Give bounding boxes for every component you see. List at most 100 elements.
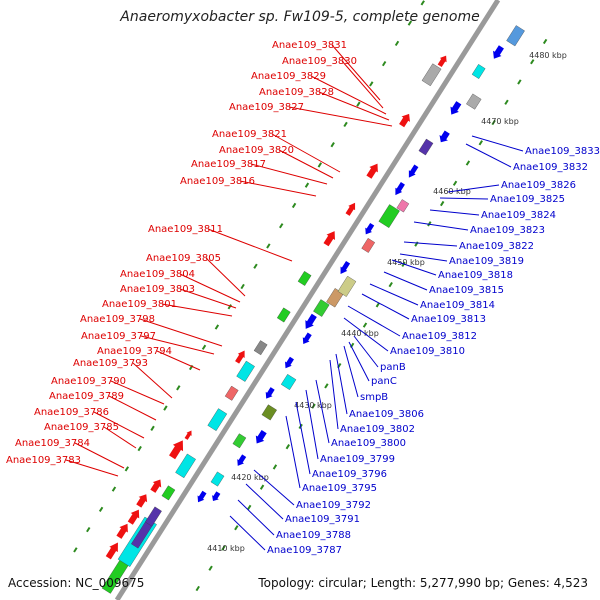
tick-mark	[517, 79, 522, 85]
gene-arrow	[450, 101, 462, 115]
forward-gene-label: Anae109_3828	[259, 87, 334, 98]
gene-box	[232, 433, 247, 449]
reverse-gene-label: Anae109_3818	[438, 270, 513, 281]
gene-arrow	[345, 202, 356, 216]
leader-line	[383, 271, 428, 291]
forward-gene-label: Anae109_3804	[120, 269, 195, 280]
gene-box	[471, 64, 486, 79]
tick-mark	[317, 162, 323, 168]
forward-gene-label: Anae109_3789	[49, 391, 124, 402]
forward-gene-label: Anae109_3821	[212, 129, 287, 140]
gene-box	[313, 299, 330, 317]
gene-features	[101, 25, 525, 594]
tick-mark	[381, 60, 387, 67]
tick-mark	[465, 160, 471, 166]
leader-line	[413, 221, 469, 231]
leader-line	[465, 143, 512, 168]
reverse-gene-label: Anae109_3788	[276, 530, 351, 541]
gene-box	[276, 307, 291, 323]
kbp-label: 4450 kbp	[387, 258, 425, 267]
backbone-line	[114, 0, 501, 600]
tick-mark	[259, 484, 265, 490]
leader-line	[103, 426, 137, 449]
forward-gene-label: Anae109_3784	[15, 438, 90, 449]
leader-line	[295, 401, 311, 475]
gene-arrow	[437, 55, 447, 68]
gene-box	[421, 63, 442, 87]
reverse-gene-label: Anae109_3826	[501, 180, 576, 191]
gene-arrow	[127, 509, 140, 525]
leader-line	[74, 442, 125, 469]
leader-line	[403, 241, 458, 247]
leader-line	[288, 106, 393, 127]
reverse-gene-label: Anae109_3791	[285, 514, 360, 525]
reverse-gene-label: Anae109_3813	[411, 314, 486, 325]
leader-line	[369, 283, 419, 306]
leader-line	[310, 75, 387, 115]
tick-mark	[324, 383, 329, 389]
forward-gene-label: Anae109_3816	[180, 176, 255, 187]
leader-line	[271, 133, 341, 173]
gene-arrow	[439, 130, 450, 143]
leader-line	[93, 411, 145, 439]
gene-arrow	[340, 260, 351, 275]
tick-mark	[208, 565, 213, 571]
tick-mark	[362, 322, 368, 328]
leader-line	[179, 273, 241, 303]
tick-mark	[234, 525, 239, 531]
gene-box	[253, 340, 268, 356]
leader-line	[343, 317, 389, 352]
reverse-gene-label: Anae109_3815	[429, 285, 504, 296]
tick-mark	[414, 241, 419, 247]
leader-line	[132, 362, 173, 399]
gene-box	[280, 374, 297, 390]
tick-mark	[407, 20, 413, 26]
gene-arrow	[285, 356, 294, 369]
reverse-gene-label: Anae109_3824	[481, 210, 556, 221]
tick-mark	[176, 385, 181, 391]
tick-mark	[356, 101, 361, 107]
forward-gene-label: Anae109_3783	[6, 455, 81, 466]
gene-box	[466, 93, 482, 110]
leader-line	[331, 44, 381, 101]
reverse-gene-label: Anae109_3810	[390, 346, 465, 357]
reverse-gene-label: Anae109_3796	[312, 469, 387, 480]
gene-arrow	[302, 332, 312, 344]
gene-box	[418, 138, 434, 156]
gene-arrow	[136, 494, 148, 508]
gene-box	[378, 204, 400, 228]
tick-mark	[420, 0, 425, 6]
forward-gene-label: Anae109_3786	[34, 407, 109, 418]
leader-line	[239, 180, 317, 197]
gene-box	[297, 271, 312, 286]
leader-line	[253, 469, 295, 506]
gene-arrow	[105, 542, 118, 560]
leader-line	[318, 91, 390, 121]
tick-mark	[86, 526, 91, 533]
leader-line	[156, 350, 201, 371]
forward-gene-label: Anae109_3794	[97, 346, 172, 357]
reverse-gene-label: panC	[371, 376, 397, 387]
kbp-label: 4440 kbp	[341, 329, 379, 338]
reverse-gene-label: Anae109_3795	[302, 483, 377, 494]
tick-mark	[195, 585, 200, 592]
gene-box	[145, 506, 162, 527]
leader-line	[361, 293, 410, 320]
tick-mark	[478, 140, 483, 146]
leader-line	[285, 415, 301, 489]
tick-mark	[266, 243, 271, 249]
forward-gene-label: Anae109_3790	[51, 376, 126, 387]
reverse-gene-label: Anae109_3802	[340, 424, 415, 435]
gene-box	[361, 238, 376, 253]
accession-label: Accession: NC_009675	[8, 576, 145, 590]
tick-mark	[137, 445, 142, 452]
leader-line	[343, 345, 359, 398]
tick-mark	[291, 202, 297, 209]
tick-mark	[240, 283, 245, 290]
leader-line	[315, 379, 330, 444]
tick-mark	[388, 281, 393, 288]
gene-box	[224, 385, 239, 401]
leader-line	[335, 353, 348, 415]
tick-mark	[214, 324, 220, 330]
gene-arrow	[184, 430, 192, 440]
